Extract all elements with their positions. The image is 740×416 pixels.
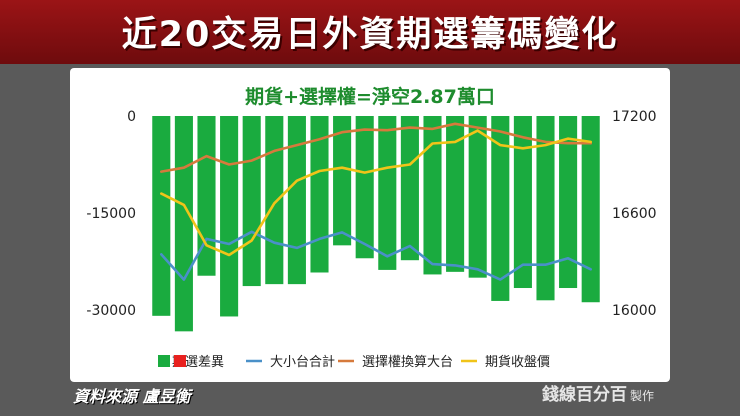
bar-期選差異-9	[333, 116, 352, 246]
lines-layer	[160, 122, 593, 281]
left-axis: 0 -15000 -30000	[86, 109, 136, 319]
bar-期選差異-8	[310, 116, 329, 273]
bar-期選差異-6	[265, 116, 284, 285]
bar-期選差異-5	[242, 116, 261, 287]
left-tick-label: -15000	[86, 206, 136, 222]
logo-suffix: 製作	[629, 389, 654, 403]
bar-期選差異-2	[174, 116, 193, 332]
bar-期選差異-20	[581, 116, 600, 303]
legend-swatch	[158, 355, 170, 367]
legend-label: 大小台合計	[270, 354, 335, 370]
bar-期選差異-18	[536, 116, 555, 301]
bar-期選差異-14	[446, 116, 465, 272]
bar-期選差異-1	[152, 116, 171, 316]
bar-期選差異-17	[513, 116, 532, 289]
right-tick-label: 16000	[612, 303, 657, 319]
bar-期選差異-15	[468, 116, 487, 278]
chart-title: 期貨+選擇權=淨空2.87萬口	[245, 86, 495, 108]
banner-title: 近20交易日外資期選籌碼變化	[121, 15, 619, 55]
right-tick-label: 17200	[612, 109, 657, 125]
bar-期選差異-10	[355, 116, 374, 259]
left-tick-label: 0	[127, 109, 136, 125]
bar-期選差異-13	[423, 116, 442, 275]
line-options	[160, 122, 593, 173]
bar-期選差異-11	[378, 116, 397, 270]
logo-watermark: 錢線百分百 製作	[542, 380, 654, 405]
line-price	[160, 129, 593, 257]
bars-layer	[152, 116, 600, 332]
bar-期選差異-7	[287, 116, 306, 285]
banner: 近20交易日外資期選籌碼變化	[0, 0, 740, 64]
legend: 期選差異 大小台合計 選擇權換算大台 期貨收盤價	[158, 354, 550, 370]
bar-期選差異-12	[400, 116, 419, 261]
bar-期選差異-16	[491, 116, 510, 301]
source-caption: 資料來源 盧昱衡	[73, 387, 191, 406]
logo-text: 錢線百分百	[541, 385, 627, 405]
line-small-futures	[160, 230, 593, 281]
legend-label: 期貨收盤價	[485, 354, 550, 370]
right-axis: 17200 16600 16000	[612, 109, 657, 319]
right-tick-label: 16600	[612, 206, 657, 222]
legend-swatch	[174, 355, 186, 367]
legend-label: 選擇權換算大台	[362, 354, 453, 370]
bar-期選差異-19	[559, 116, 578, 289]
bar-期選差異-4	[220, 116, 239, 317]
left-tick-label: -30000	[86, 303, 136, 319]
